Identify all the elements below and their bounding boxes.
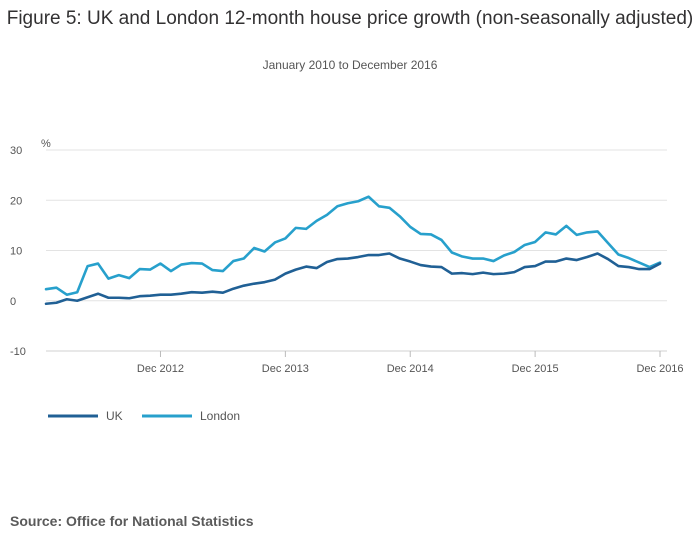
y-tick-label: 30 — [10, 145, 22, 157]
x-tick-label: Dec 2015 — [512, 363, 559, 375]
x-tick-label: Dec 2016 — [636, 363, 683, 375]
source-note: Source: Office for National Statistics — [10, 513, 254, 529]
y-tick-label: -10 — [10, 346, 26, 358]
legend: UK London — [48, 409, 240, 423]
y-tick-label: 10 — [10, 246, 22, 258]
x-axis: Dec 2012 Dec 2013 Dec 2014 Dec 2015 Dec 2016 — [137, 351, 684, 375]
chart-subtitle: January 2010 to December 2016 — [262, 58, 438, 72]
series-line-london — [44, 195, 662, 297]
series-line-uk — [44, 252, 662, 306]
y-tick-label: 20 — [10, 195, 22, 207]
x-tick-label: Dec 2014 — [387, 363, 434, 375]
series-lines — [44, 195, 662, 306]
chart-title: Figure 5: UK and London 12-month house p… — [6, 8, 694, 29]
x-tick-label: Dec 2013 — [262, 363, 309, 375]
legend-label-uk: UK — [106, 409, 123, 423]
x-tick-label: Dec 2012 — [137, 363, 184, 375]
y-axis: 30 20 10 0 -10 — [10, 145, 26, 358]
gridlines — [46, 149, 667, 352]
y-tick-label: 0 — [10, 296, 16, 308]
y-axis-unit-label: % — [41, 138, 51, 150]
legend-label-london: London — [200, 409, 240, 423]
